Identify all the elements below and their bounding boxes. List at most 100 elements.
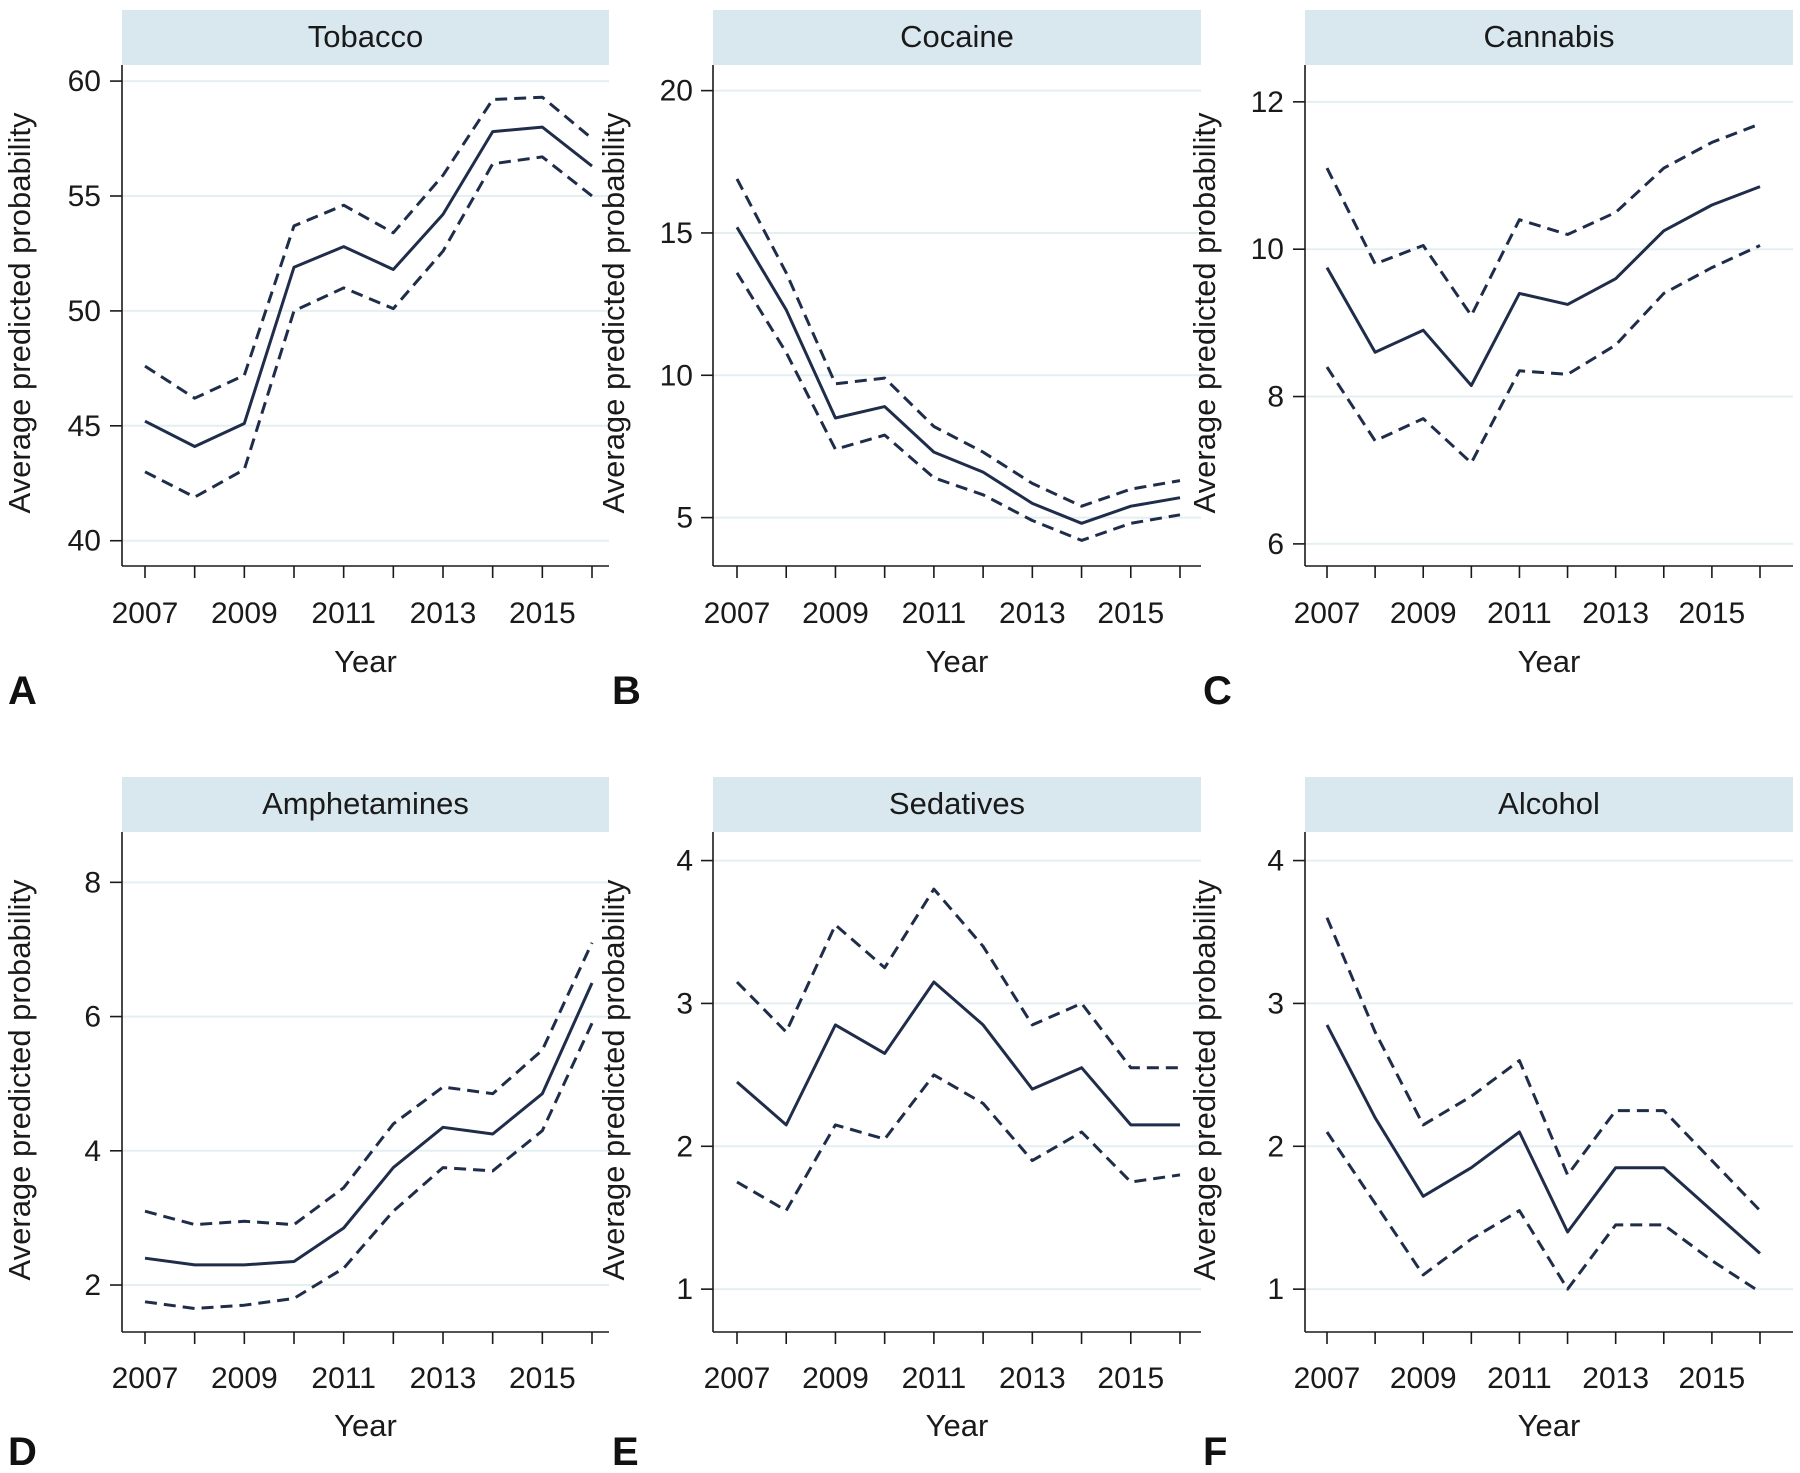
x-tick-label: 2013 [1582, 1362, 1649, 1395]
panel-title-band [1305, 10, 1793, 65]
panel-letter: D [8, 1430, 37, 1473]
y-tick-label: 60 [68, 65, 101, 98]
x-tick-label: 2009 [211, 1362, 278, 1395]
y-axis-title: Average predicted probability [1187, 112, 1222, 513]
panel-letter: C [1203, 669, 1232, 713]
y-axis-title: Average predicted probability [1187, 879, 1222, 1280]
x-tick-label: 2007 [1294, 597, 1361, 630]
panel-c: Cannabis 6 8 10 12 2007 2009 2011 2013 2015 Year Av… [1187, 10, 1793, 713]
x-tick-label: 2013 [999, 597, 1066, 630]
upper-ci-line [1325, 917, 1762, 1212]
panel-letter: E [612, 1430, 639, 1473]
upper-ci-line [735, 887, 1180, 1070]
panel-title-band [122, 10, 609, 65]
estimate-line [144, 125, 593, 448]
y-tick-label: 8 [84, 866, 101, 899]
panel-letter: F [1203, 1430, 1227, 1473]
x-tick-label: 2013 [410, 1362, 477, 1395]
panel-title: Cannabis [1484, 19, 1615, 54]
y-tick-label: 55 [68, 180, 101, 213]
panel-d: Amphetamines 2 4 6 8 2007 2009 2011 2013 2015 Year… [2, 777, 609, 1473]
x-tick-label: 2011 [1487, 597, 1552, 630]
estimate-line [736, 980, 1180, 1127]
upper-ci-line [1325, 122, 1761, 317]
x-tick-label: 2013 [1582, 597, 1649, 630]
y-axis-title: Average predicted probability [596, 112, 631, 513]
x-tick-label: 2011 [902, 597, 967, 630]
x-tick-label: 2007 [1294, 1362, 1361, 1395]
x-axis-title: Year [334, 1408, 397, 1443]
x-tick-label: 2009 [211, 597, 278, 630]
lower-ci-line [735, 272, 1181, 542]
panel-f: Alcohol 1 2 3 4 2007 2009 2011 2013 2015 Year Avera… [1187, 777, 1793, 1473]
y-tick-label: 50 [68, 295, 101, 328]
x-tick-label: 2011 [311, 1362, 376, 1395]
panel-title: Alcohol [1498, 786, 1600, 821]
x-tick-label: 2013 [410, 597, 477, 630]
x-tick-label: 2011 [1487, 1362, 1552, 1395]
panel-title-band [1305, 777, 1793, 832]
lower-ci-line [1325, 244, 1761, 465]
y-tick-label: 10 [1251, 233, 1284, 266]
y-tick-label: 15 [660, 217, 693, 250]
y-axis-title: Average predicted probability [596, 879, 631, 1280]
x-tick-label: 2009 [802, 597, 869, 630]
x-tick-label: 2007 [112, 597, 179, 630]
y-tick-label: 2 [676, 1130, 693, 1163]
panel-title: Sedatives [889, 786, 1025, 821]
estimate-line [735, 226, 1181, 525]
y-tick-label: 4 [676, 845, 693, 878]
estimate-line [1325, 185, 1761, 387]
y-tick-label: 5 [676, 502, 693, 535]
x-axis-title: Year [926, 644, 989, 679]
lower-ci-line [144, 155, 593, 499]
y-tick-label: 40 [68, 525, 101, 558]
y-tick-label: 20 [660, 75, 693, 108]
y-tick-label: 12 [1251, 86, 1284, 119]
x-axis-title: Year [1518, 644, 1581, 679]
panel-title-band [713, 10, 1201, 65]
x-tick-label: 2015 [1097, 1362, 1164, 1395]
y-tick-label: 45 [68, 410, 101, 443]
upper-ci-line [735, 178, 1181, 508]
y-tick-label: 8 [1267, 381, 1284, 414]
panel-title: Cocaine [900, 19, 1014, 54]
y-tick-label: 3 [1267, 987, 1284, 1020]
panel-e: Sedatives 1 2 3 4 2007 2009 2011 2013 2015 Year Ave… [596, 777, 1201, 1473]
lower-ci-line [1325, 1131, 1761, 1294]
x-axis-title: Year [926, 1408, 989, 1443]
panel-title: Tobacco [308, 19, 423, 54]
upper-ci-line [144, 95, 593, 400]
x-tick-label: 2011 [311, 597, 376, 630]
x-axis-title: Year [334, 644, 397, 679]
x-tick-label: 2007 [112, 1362, 179, 1395]
y-tick-label: 1 [1267, 1273, 1284, 1306]
panel-title-band [122, 777, 609, 832]
panel-letter: A [8, 669, 37, 713]
y-tick-label: 10 [660, 359, 693, 392]
x-tick-label: 2015 [1097, 597, 1164, 630]
y-tick-label: 6 [1267, 528, 1284, 561]
y-tick-label: 2 [1267, 1130, 1284, 1163]
estimate-line [1325, 1024, 1761, 1255]
panel-title-band [713, 777, 1201, 832]
y-tick-label: 3 [676, 987, 693, 1020]
panel-a: Tobacco 40 45 50 55 60 2007 2009 2011 2013 2015 Yea… [2, 10, 609, 713]
panel-letter: B [612, 669, 641, 713]
panel-b: Cocaine 5 10 15 20 2007 2009 2011 2013 2015 Year Av… [596, 10, 1201, 713]
x-tick-label: 2007 [704, 597, 771, 630]
upper-ci-line [144, 942, 594, 1227]
x-tick-label: 2011 [902, 1362, 967, 1395]
x-tick-label: 2013 [999, 1362, 1066, 1395]
y-axis-title: Average predicted probability [2, 112, 37, 513]
y-axis-title: Average predicted probability [2, 879, 37, 1280]
x-tick-label: 2007 [704, 1362, 771, 1395]
x-tick-label: 2015 [509, 597, 576, 630]
x-tick-label: 2009 [802, 1362, 869, 1395]
lower-ci-line [736, 1073, 1181, 1213]
x-tick-label: 2009 [1390, 597, 1457, 630]
y-tick-label: 4 [84, 1135, 101, 1168]
panel-title: Amphetamines [262, 786, 469, 821]
x-axis-title: Year [1518, 1408, 1581, 1443]
